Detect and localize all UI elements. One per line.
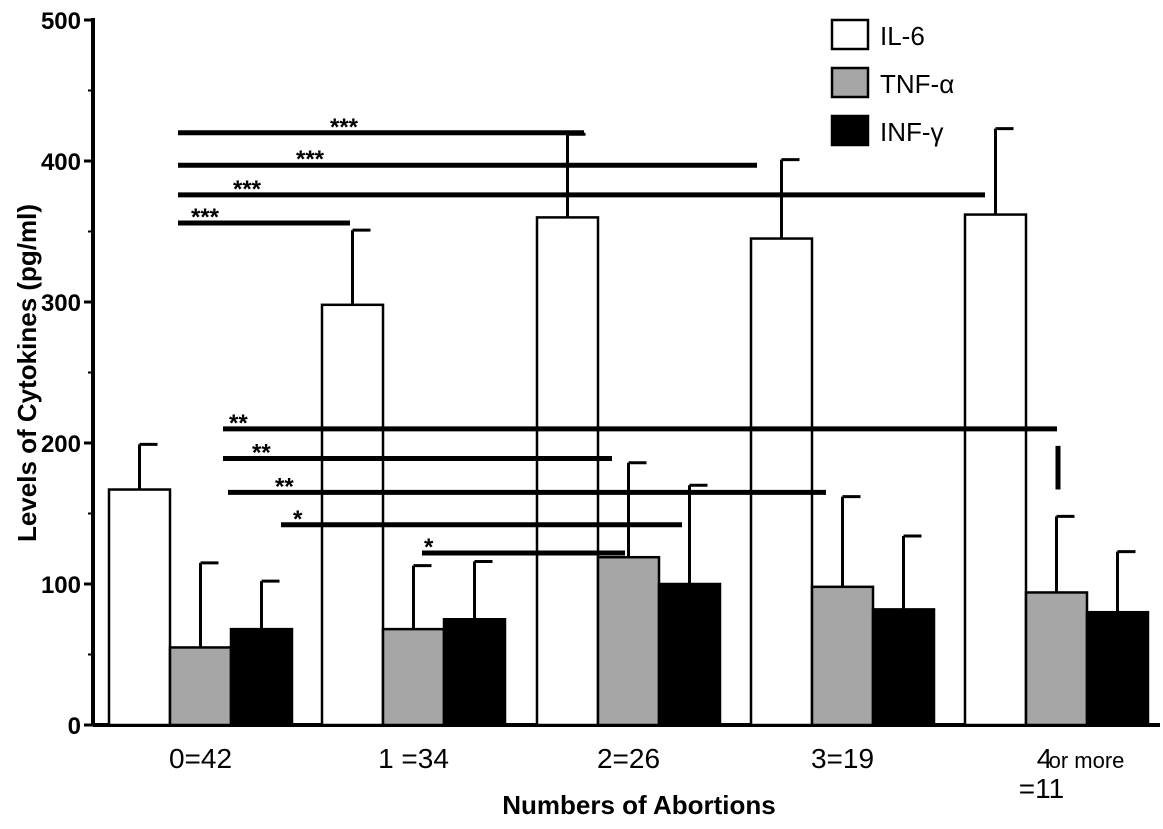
y-tick-label: 400	[41, 149, 81, 176]
bar-2-4	[1085, 610, 1150, 727]
bar-0-2	[535, 216, 600, 727]
bar-2-1	[442, 618, 507, 727]
bar-1-2	[596, 555, 661, 727]
significance-annotations: ********************	[178, 114, 1061, 561]
significance-label: ***	[330, 114, 359, 141]
legend-label: IL-6	[880, 21, 925, 51]
significance-label: **	[275, 473, 294, 500]
x-tick-label: 2=26	[597, 743, 660, 774]
significance-label: *	[293, 506, 303, 533]
bar-2-0	[229, 627, 294, 727]
y-tick-label: 500	[41, 8, 81, 35]
x-tick-label: 3=19	[811, 743, 874, 774]
x-tick-label-sub: =11	[1019, 773, 1064, 804]
significance-label: **	[229, 410, 248, 437]
y-tick-label: 100	[41, 572, 81, 599]
significance-label: ***	[296, 146, 325, 173]
legend-label: INF-γ	[880, 117, 944, 147]
legend-label: TNF-α	[880, 69, 954, 99]
bar-2-3	[871, 608, 936, 727]
legend: IL-6 TNF-α INF-γ	[830, 18, 954, 147]
bar-0-1	[320, 303, 385, 727]
significance-label: *	[424, 534, 434, 561]
y-axis-title: Levels of Cytokines (pg/ml)	[12, 204, 42, 542]
x-tick-label: 0=42	[169, 743, 232, 774]
bar-1-0	[168, 646, 233, 727]
bar-0-0	[107, 488, 172, 727]
bars	[107, 127, 1150, 727]
significance-label: **	[252, 440, 271, 467]
x-tick-label-extra: or more	[1049, 748, 1125, 773]
legend-swatch	[830, 66, 870, 99]
x-tick-label: 1 =34	[378, 743, 449, 774]
bar-0-4	[963, 213, 1028, 727]
bar-1-3	[810, 585, 875, 727]
significance-label: ***	[191, 204, 220, 231]
x-axis-title: Numbers of Abortions	[502, 790, 775, 820]
y-tick-label: 300	[41, 290, 81, 317]
bar-2-2	[657, 582, 722, 727]
y-tick-label: 200	[41, 431, 81, 458]
legend-swatch	[830, 114, 870, 147]
bar-0-3	[749, 237, 814, 727]
significance-label: ***	[233, 176, 262, 203]
y-tick-label: 0	[68, 713, 81, 740]
legend-swatch	[830, 18, 870, 51]
bar-1-4	[1024, 591, 1089, 727]
bar-1-1	[381, 627, 446, 727]
x-tick-label: 4	[1037, 743, 1053, 774]
